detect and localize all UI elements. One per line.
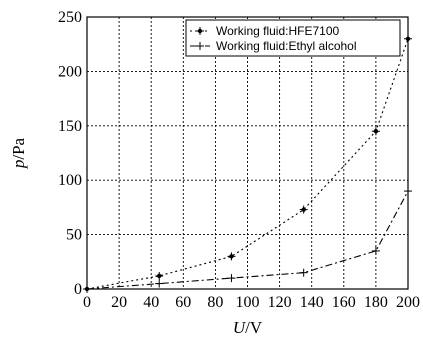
y-tick-label: 50 <box>66 227 82 244</box>
legend-box <box>185 19 401 57</box>
x-tick-label: 160 <box>332 294 356 311</box>
x-tick-label: 40 <box>143 294 159 311</box>
legend-marker-ethyl-alcohol <box>196 42 204 50</box>
y-ticks: 0 50 100 150 200 250 <box>58 9 82 298</box>
x-tick-label: 60 <box>175 294 191 311</box>
y-axis-unit: /Pa <box>9 137 28 159</box>
data-point <box>371 127 380 136</box>
x-ticks: 0 20 40 60 80 100 120 140 160 180 200 <box>83 294 420 311</box>
x-tick-label: 180 <box>364 294 388 311</box>
x-axis-variable: U <box>233 318 247 337</box>
x-axis-unit: /V <box>245 318 263 337</box>
legend-label-ethyl-alcohol: Working fluid:Ethyl alcohol <box>216 39 357 53</box>
x-tick-label: 200 <box>396 294 420 311</box>
y-tick-label: 200 <box>58 63 82 80</box>
data-point <box>155 279 164 288</box>
y-tick-label: 250 <box>58 9 82 26</box>
y-tick-label: 150 <box>58 118 82 135</box>
legend: Working fluid:HFE7100 Working fluid:Ethy… <box>185 19 401 57</box>
grid <box>87 17 408 289</box>
plot-lines <box>86 38 409 290</box>
plot-frame <box>86 16 409 290</box>
legend-label-hfe7100: Working fluid:HFE7100 <box>216 24 339 38</box>
y-axis-variable: p <box>9 160 28 170</box>
x-tick-label: 80 <box>207 294 223 311</box>
x-tick-label: 100 <box>236 294 260 311</box>
y-tick-label: 0 <box>74 281 82 298</box>
x-tick-label: 140 <box>300 294 324 311</box>
series-line-0 <box>86 38 409 290</box>
data-point <box>299 268 308 277</box>
y-axis-title: p/Pa <box>9 137 28 169</box>
x-axis-title: U/V <box>233 318 263 337</box>
y-tick-label: 100 <box>58 172 82 189</box>
legend-marker-hfe7100 <box>196 27 204 35</box>
x-tick-label: 120 <box>268 294 292 311</box>
data-point <box>227 274 236 283</box>
data-point <box>371 246 380 255</box>
data-point <box>299 205 308 214</box>
x-tick-label: 0 <box>83 294 91 311</box>
series-line-1 <box>86 190 409 290</box>
data-point <box>227 252 236 261</box>
data-point <box>155 271 164 280</box>
x-tick-label: 20 <box>111 294 127 311</box>
